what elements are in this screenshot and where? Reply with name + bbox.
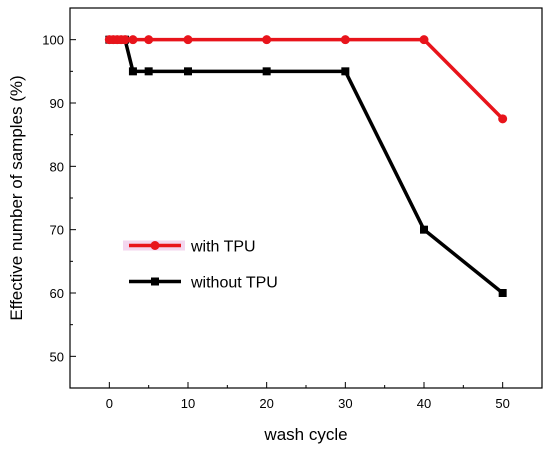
y-tick-label: 90 xyxy=(50,96,64,111)
data-point xyxy=(128,35,138,45)
x-tick-label: 20 xyxy=(259,396,273,411)
series-layer xyxy=(104,35,508,297)
data-point xyxy=(419,35,429,45)
series-with-tpu xyxy=(104,35,508,124)
ticks-layer: 0 10 20 30 40 50 50 60 70 80 90 100 xyxy=(42,7,543,411)
y-tick-label: 50 xyxy=(50,349,64,364)
legend-label: without TPU xyxy=(190,275,278,292)
legend-item: without TPU xyxy=(129,275,278,292)
data-point xyxy=(498,114,508,124)
data-point xyxy=(128,67,137,76)
data-point xyxy=(341,67,350,76)
data-point xyxy=(262,35,272,45)
x-axis-label: wash cycle xyxy=(263,425,347,444)
data-point xyxy=(184,67,192,76)
y-tick-label: 70 xyxy=(50,223,64,238)
legend: with TPU without TPU xyxy=(123,239,278,292)
legend-marker xyxy=(151,277,159,286)
data-point xyxy=(120,35,130,45)
plot-frame xyxy=(69,7,543,389)
data-point xyxy=(144,35,154,45)
series-line xyxy=(109,37,504,121)
series-without-tpu xyxy=(105,35,507,297)
y-axis-label: Effective number of samples (%) xyxy=(7,75,26,320)
x-tick-label: 10 xyxy=(181,396,195,411)
series-line xyxy=(109,37,504,295)
x-tick-label: 40 xyxy=(417,396,431,411)
y-tick-label: 100 xyxy=(42,33,64,48)
legend-label: with TPU xyxy=(190,239,256,256)
x-tick-label: 30 xyxy=(338,396,352,411)
data-point xyxy=(420,225,428,234)
y-tick-label: 80 xyxy=(50,159,64,174)
legend-marker xyxy=(150,241,160,250)
data-point xyxy=(262,67,271,76)
y-tick-label: 60 xyxy=(50,286,64,301)
data-point xyxy=(498,289,507,297)
legend-item: with TPU xyxy=(123,239,256,256)
data-point xyxy=(340,35,350,45)
data-point xyxy=(183,35,193,45)
x-tick-label: 50 xyxy=(495,396,509,411)
x-tick-label: 0 xyxy=(106,396,113,411)
data-point xyxy=(144,67,153,76)
